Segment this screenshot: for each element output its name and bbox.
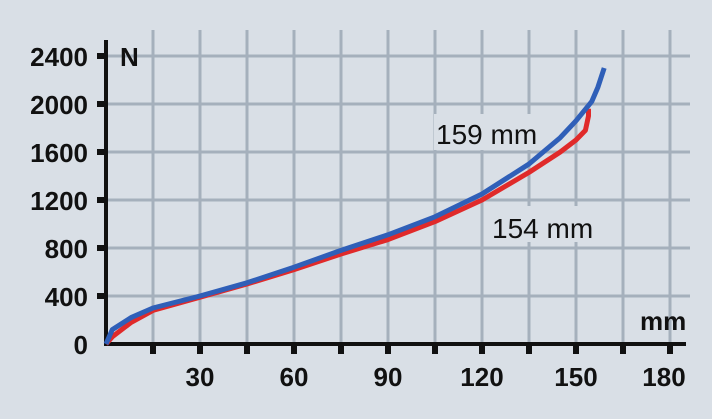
series-154mm-line xyxy=(104,108,591,346)
grid xyxy=(106,30,690,344)
x-tick-120: 120 xyxy=(460,362,503,392)
axis-ticks xyxy=(97,53,673,354)
x-tick-30: 30 xyxy=(186,362,215,392)
x-tick-90: 90 xyxy=(374,362,403,392)
y-tick-800: 800 xyxy=(45,234,88,264)
annotation-bg-154 xyxy=(490,206,594,242)
y-axis-unit: N xyxy=(120,42,139,72)
x-tick-180: 180 xyxy=(642,362,685,392)
y-tick-2400: 2400 xyxy=(30,42,88,72)
annotation-154mm: 154 mm xyxy=(492,213,593,244)
annotation-159mm: 159 mm xyxy=(436,119,537,150)
x-tick-150: 150 xyxy=(554,362,597,392)
y-tick-1200: 1200 xyxy=(30,186,88,216)
y-tick-2000: 2000 xyxy=(30,90,88,120)
y-tick-0: 0 xyxy=(74,330,88,360)
series-159mm-line xyxy=(103,67,607,346)
y-tick-1600: 1600 xyxy=(30,138,88,168)
x-axis-unit: mm xyxy=(640,306,686,336)
y-tick-400: 400 xyxy=(45,282,88,312)
annotation-bg-159 xyxy=(434,114,538,150)
x-tick-60: 60 xyxy=(280,362,309,392)
